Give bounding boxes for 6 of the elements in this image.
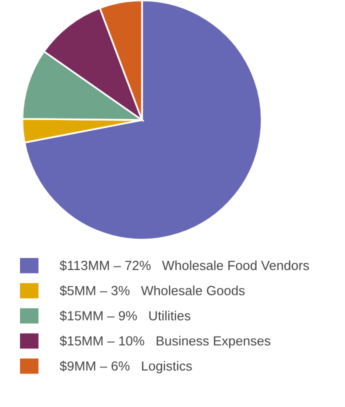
- pie-slice: [24, 0, 262, 240]
- legend-label: $15MM – 9% Utilities: [60, 310, 190, 322]
- legend-label: $5MM – 3% Wholesale Goods: [60, 285, 245, 296]
- legend-label: $113MM – 72% Wholesale Food Vendors: [60, 260, 309, 271]
- legend-label: $15MM – 10% Business Expenses: [60, 336, 270, 348]
- legend-label: $9MM – 6% Logistics: [60, 360, 192, 374]
